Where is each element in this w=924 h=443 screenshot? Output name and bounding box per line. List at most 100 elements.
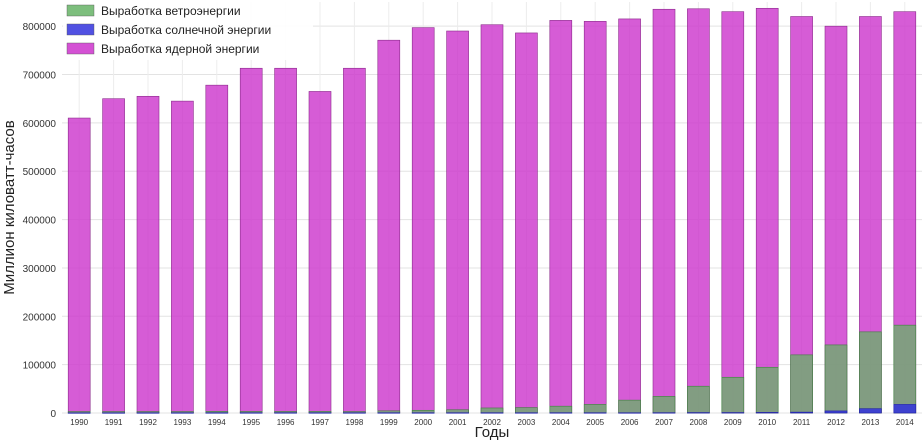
bar-nuclear: [343, 67, 366, 414]
bar-nuclear: [274, 67, 297, 414]
bar-solar: [274, 412, 297, 414]
x-tick-label: 2003: [518, 418, 536, 427]
y-tick-label: 300000: [23, 264, 57, 275]
bar-solar: [824, 410, 848, 414]
y-axis-title: Миллион киловатт-часов: [1, 120, 18, 294]
y-tick-label: 0: [50, 409, 56, 420]
bar-solar: [790, 411, 813, 414]
bar-solar: [205, 412, 229, 414]
legend-swatch: [66, 42, 95, 55]
bar-nuclear: [687, 8, 710, 414]
bar-solar: [687, 412, 710, 414]
bar-solar: [652, 412, 676, 414]
bar-solar: [67, 412, 91, 414]
x-tick-label: 2013: [862, 418, 880, 427]
bar-wind: [652, 396, 676, 414]
x-tick-label: 1997: [311, 418, 329, 427]
y-tick-label: 600000: [23, 119, 57, 130]
x-tick-label: 2001: [449, 418, 467, 427]
bar-wind: [618, 399, 641, 414]
x-tick-label: 2009: [724, 418, 742, 427]
bar-solar: [308, 412, 332, 414]
x-tick-label: 2004: [552, 418, 570, 427]
bar-solar: [549, 412, 573, 414]
bar-solar: [102, 412, 125, 414]
bar-nuclear: [239, 67, 263, 414]
x-tick-label: 1991: [105, 418, 123, 427]
x-tick-label: 1994: [208, 418, 226, 427]
x-tick-label: 2002: [483, 418, 501, 427]
bar-solar: [411, 412, 435, 414]
bar-solar: [859, 408, 882, 414]
x-tick-label: 1993: [174, 418, 192, 427]
y-tick-label: 500000: [23, 167, 57, 178]
bar-solar: [136, 412, 160, 414]
bar-nuclear: [755, 7, 779, 414]
y-tick-label: 400000: [23, 216, 57, 227]
bar-nuclear: [136, 95, 160, 414]
x-tick-label: 2011: [793, 418, 811, 427]
x-tick-label: 1990: [70, 418, 88, 427]
bar-wind: [755, 366, 779, 414]
x-tick-label: 2010: [758, 418, 776, 427]
bar-wind: [824, 344, 848, 414]
x-tick-label: 1992: [139, 418, 157, 427]
bar-solar: [893, 404, 917, 414]
x-tick-label: 1998: [346, 418, 364, 427]
bar-wind: [480, 407, 504, 414]
legend-label: Выработка ветроэнергии: [101, 4, 241, 18]
bar-wind: [583, 404, 607, 414]
bar-nuclear: [205, 84, 229, 414]
bar-solar: [721, 412, 745, 414]
bar-nuclear: [411, 27, 435, 414]
x-tick-label: 2006: [621, 418, 639, 427]
legend-box: [63, 0, 313, 60]
bar-nuclear: [549, 20, 573, 414]
legend-swatch: [66, 4, 95, 17]
bar-nuclear: [652, 8, 676, 414]
bar-nuclear: [446, 30, 469, 414]
bar-solar: [239, 412, 263, 414]
x-tick-label: 2014: [896, 418, 914, 427]
bar-solar: [583, 412, 607, 414]
bar-solar: [343, 412, 366, 414]
bar-wind: [859, 331, 882, 414]
bar-wind: [893, 324, 917, 414]
bars-group: [67, 7, 917, 414]
x-tick-label: 1995: [242, 418, 260, 427]
bar-wind: [687, 385, 710, 414]
bar-wind: [549, 405, 573, 414]
y-axis-ticks: 0 100000 200000 300000 400000 500000 600000 700…: [23, 22, 57, 420]
x-axis-ticks: 1990 1991 1992 1993 1994 1995 1996 1997 1998 1999…: [70, 418, 914, 427]
bar-wind: [721, 376, 745, 414]
y-tick-label: 700000: [23, 71, 57, 82]
x-tick-label: 2008: [690, 418, 708, 427]
bar-solar: [618, 412, 641, 414]
bar-nuclear: [102, 98, 125, 414]
bar-nuclear: [790, 16, 813, 414]
legend: Выработка ветроэнергии Выработка солнечно…: [63, 0, 313, 60]
bar-solar: [446, 412, 469, 414]
bar-nuclear: [480, 24, 504, 414]
bar-solar: [515, 412, 538, 414]
bar-wind: [790, 354, 813, 414]
bar-nuclear: [308, 91, 332, 414]
legend-label: Выработка ядерной энергии: [101, 42, 259, 56]
x-tick-label: 1996: [277, 418, 295, 427]
legend-swatch: [66, 23, 95, 36]
x-tick-label: 2012: [827, 418, 845, 427]
bar-nuclear: [67, 117, 91, 414]
x-tick-label: 2007: [655, 418, 673, 427]
bar-nuclear: [583, 21, 607, 414]
x-tick-label: 2000: [414, 418, 432, 427]
y-tick-label: 200000: [23, 312, 57, 323]
y-tick-label: 100000: [23, 361, 57, 372]
bar-solar: [755, 412, 779, 414]
bar-solar: [480, 412, 504, 414]
bar-nuclear: [171, 100, 194, 414]
bar-nuclear: [721, 11, 745, 414]
bar-solar: [171, 412, 194, 414]
x-tick-label: 2005: [586, 418, 604, 427]
bar-nuclear: [618, 18, 641, 414]
